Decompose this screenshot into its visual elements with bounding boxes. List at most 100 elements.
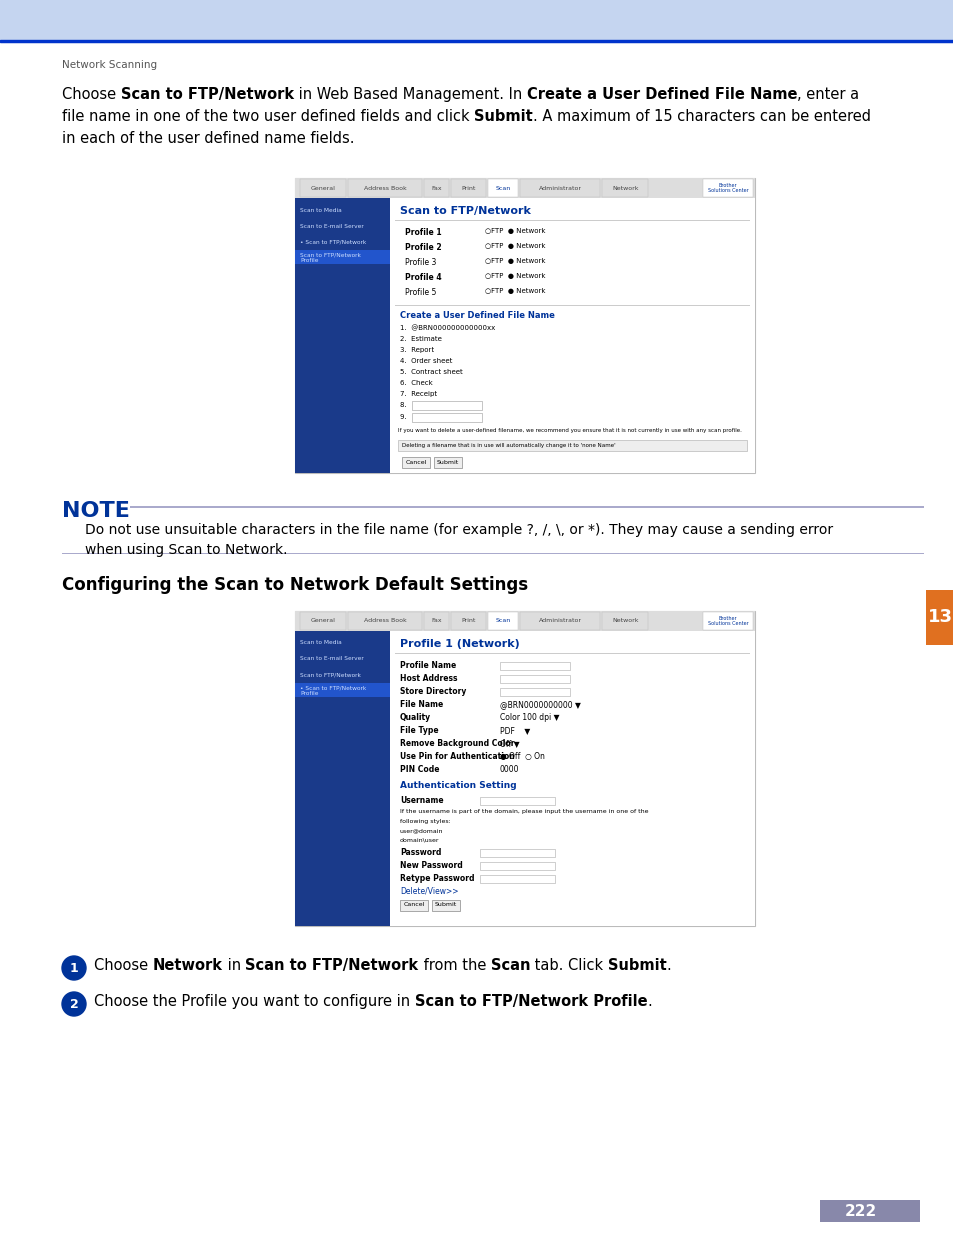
Text: Brother
Solutions Center: Brother Solutions Center: [707, 183, 747, 194]
Bar: [294, 635, 390, 650]
Text: New Password: New Password: [399, 861, 462, 869]
Bar: [130, 506, 923, 508]
Bar: [348, 179, 422, 198]
Bar: [424, 179, 449, 198]
Text: Scan to E-mail Server: Scan to E-mail Server: [299, 657, 363, 662]
Circle shape: [62, 992, 86, 1016]
Text: Administrator: Administrator: [538, 185, 581, 190]
Text: Scan: Scan: [496, 619, 511, 624]
Text: from the: from the: [418, 958, 490, 973]
Text: Choose: Choose: [62, 86, 121, 103]
Bar: [479, 876, 555, 883]
Text: 13: 13: [926, 608, 951, 626]
Text: .: .: [666, 958, 671, 973]
Bar: [294, 631, 390, 926]
Text: 6.  Check: 6. Check: [399, 380, 433, 387]
Text: Store Directory: Store Directory: [399, 687, 466, 697]
Text: 1: 1: [70, 962, 78, 974]
Text: 4.  Order sheet: 4. Order sheet: [399, 358, 452, 364]
Text: Scan to FTP/Network Profile: Scan to FTP/Network Profile: [415, 994, 647, 1009]
Text: file name in one of the two user defined fields and click: file name in one of the two user defined…: [62, 109, 474, 124]
Text: Choose the Profile you want to configure in: Choose the Profile you want to configure…: [94, 994, 415, 1009]
Text: 5.  Contract sheet: 5. Contract sheet: [399, 369, 462, 375]
Bar: [601, 179, 648, 198]
Text: Network Scanning: Network Scanning: [62, 61, 157, 70]
Text: Profile 1 (Network): Profile 1 (Network): [399, 638, 519, 650]
Bar: [294, 233, 390, 248]
Bar: [499, 688, 569, 697]
Text: Off ▼: Off ▼: [499, 739, 519, 748]
Bar: [294, 178, 754, 198]
Text: Scan to E-mail Server: Scan to E-mail Server: [299, 224, 363, 228]
Bar: [299, 179, 346, 198]
Text: ○FTP  ● Network: ○FTP ● Network: [484, 258, 545, 264]
Text: Create a User Defined File Name: Create a User Defined File Name: [399, 311, 555, 320]
Bar: [479, 848, 555, 857]
Text: 7.  Receipt: 7. Receipt: [399, 391, 436, 396]
Bar: [925, 590, 953, 645]
Text: Fax: Fax: [431, 185, 441, 190]
Bar: [601, 613, 648, 630]
Text: Scan: Scan: [490, 958, 530, 973]
Text: Username: Username: [399, 797, 443, 805]
Text: Profile Name: Profile Name: [399, 661, 456, 671]
Text: ● Off  ○ On: ● Off ○ On: [499, 752, 544, 761]
Bar: [412, 401, 481, 410]
Bar: [390, 631, 754, 926]
Text: Submit: Submit: [435, 903, 456, 908]
Text: Network: Network: [612, 619, 638, 624]
Bar: [294, 249, 390, 264]
Bar: [479, 862, 555, 869]
Text: Deleting a filename that is in use will automatically change it to 'none Name': Deleting a filename that is in use will …: [401, 442, 615, 447]
Bar: [434, 457, 461, 468]
Text: Profile 3: Profile 3: [405, 258, 436, 267]
Text: General: General: [311, 619, 335, 624]
Bar: [499, 676, 569, 683]
Text: Address Book: Address Book: [364, 619, 406, 624]
Bar: [499, 662, 569, 671]
Text: Cancel: Cancel: [405, 459, 426, 464]
Bar: [479, 797, 555, 805]
Text: tab. Click: tab. Click: [530, 958, 607, 973]
Text: Profile 2: Profile 2: [405, 243, 441, 252]
Bar: [294, 219, 390, 232]
Text: Print: Print: [461, 619, 476, 624]
Text: user@domain: user@domain: [399, 827, 443, 832]
Bar: [0, 0, 953, 42]
Text: If you want to delete a user-defined filename, we recommend you ensure that it i: If you want to delete a user-defined fil…: [397, 429, 741, 433]
Text: Quality: Quality: [399, 713, 431, 722]
Text: Retype Password: Retype Password: [399, 874, 474, 883]
Bar: [432, 900, 459, 911]
Text: 2.  Estimate: 2. Estimate: [399, 336, 441, 342]
Text: ○FTP  ● Network: ○FTP ● Network: [484, 228, 545, 233]
Text: Print: Print: [461, 185, 476, 190]
Text: Address Book: Address Book: [364, 185, 406, 190]
Text: Do not use unsuitable characters in the file name (for example ?, /, \, or *). T: Do not use unsuitable characters in the …: [85, 522, 832, 537]
Text: Color 100 dpi ▼: Color 100 dpi ▼: [499, 713, 558, 722]
Text: 8.: 8.: [399, 403, 409, 408]
Bar: [390, 198, 754, 473]
Bar: [451, 613, 486, 630]
Text: Submit: Submit: [474, 109, 533, 124]
Bar: [294, 611, 754, 631]
Text: ○FTP  ● Network: ○FTP ● Network: [484, 288, 545, 294]
Text: Brother
Solutions Center: Brother Solutions Center: [707, 615, 747, 626]
Text: PDF    ▼: PDF ▼: [499, 726, 530, 735]
Text: Use Pin for Authentication: Use Pin for Authentication: [399, 752, 515, 761]
Bar: [488, 179, 518, 198]
Text: Submit: Submit: [436, 459, 458, 464]
Text: , enter a: , enter a: [797, 86, 859, 103]
Bar: [0, 40, 953, 42]
Text: Profile 4: Profile 4: [405, 273, 441, 282]
Bar: [520, 179, 599, 198]
Text: in each of the user defined name fields.: in each of the user defined name fields.: [62, 131, 355, 146]
Text: PIN Code: PIN Code: [399, 764, 439, 774]
Bar: [294, 651, 390, 664]
Bar: [399, 900, 428, 911]
Bar: [702, 179, 752, 198]
Text: Configuring the Scan to Network Default Settings: Configuring the Scan to Network Default …: [62, 576, 528, 594]
Text: 1.  @BRN000000000000xx: 1. @BRN000000000000xx: [399, 325, 495, 331]
Text: Cancel: Cancel: [403, 903, 424, 908]
Text: in: in: [222, 958, 245, 973]
Text: Scan to Media: Scan to Media: [299, 641, 341, 646]
